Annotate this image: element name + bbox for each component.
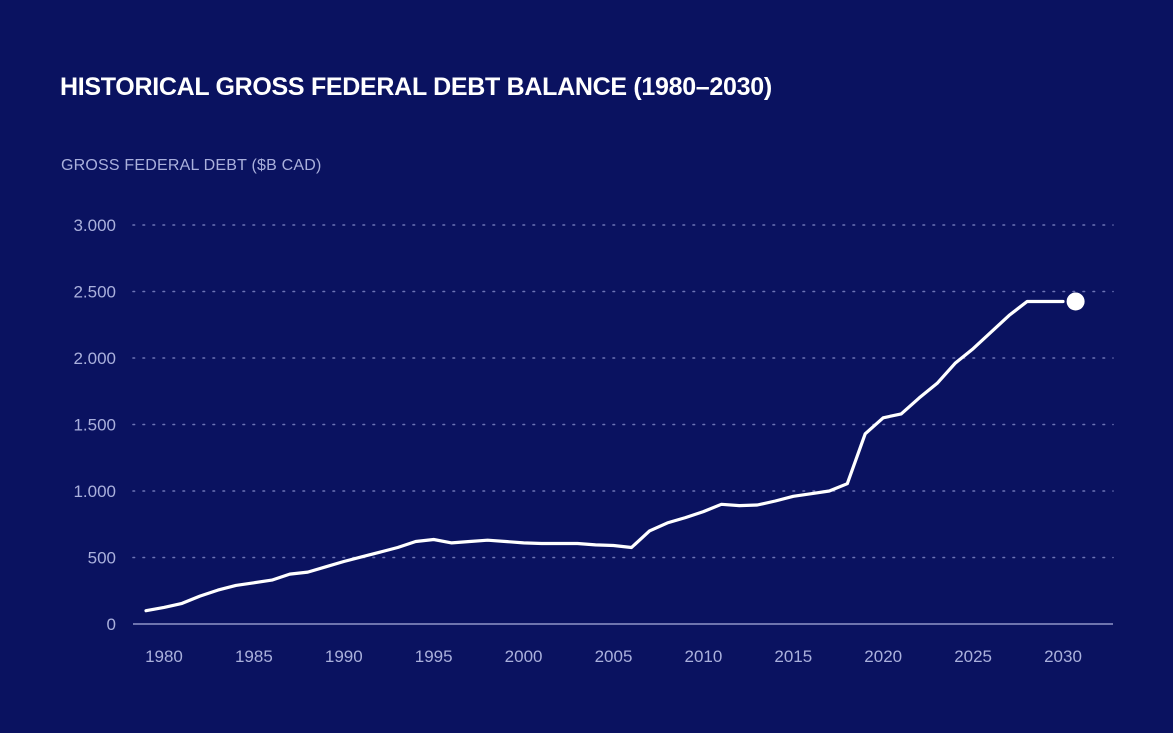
- x-tick-label: 1980: [145, 647, 183, 666]
- x-tick-label: 2000: [505, 647, 543, 666]
- series-line: [144, 299, 1065, 613]
- x-tick-label: 1990: [325, 647, 363, 666]
- y-tick-label: 1.500: [73, 416, 116, 435]
- y-axis-label: GROSS FEDERAL DEBT ($B CAD): [61, 157, 322, 174]
- x-tick-label: 1995: [415, 647, 453, 666]
- x-tick-label: 2025: [954, 647, 992, 666]
- x-tick-label: 2015: [774, 647, 812, 666]
- y-tick-label: 2.000: [73, 349, 116, 368]
- y-axis-ticks: 0 500 1.000 1.500 2.000 2.500 3.000: [73, 216, 116, 634]
- y-tick-label: 3.000: [73, 216, 116, 235]
- gridlines: [132, 224, 1114, 559]
- series-end-marker: [1066, 292, 1085, 311]
- y-tick-label: 500: [88, 549, 116, 568]
- x-tick-label: 2010: [684, 647, 722, 666]
- y-tick-label: 1.000: [73, 482, 116, 501]
- x-tick-label: 2005: [595, 647, 633, 666]
- y-tick-label: 2.500: [73, 283, 116, 302]
- x-tick-label: 1985: [235, 647, 273, 666]
- y-tick-label: 0: [107, 615, 116, 634]
- chart-title: HISTORICAL GROSS FEDERAL DEBT BALANCE (1…: [60, 73, 772, 101]
- series-layer: [144, 292, 1085, 613]
- x-tick-label: 2020: [864, 647, 902, 666]
- x-tick-label: 2030: [1044, 647, 1082, 666]
- x-axis-ticks: 1980 1985 1990 1995 2000 2005 2010 2015 2020 2025…: [145, 647, 1082, 666]
